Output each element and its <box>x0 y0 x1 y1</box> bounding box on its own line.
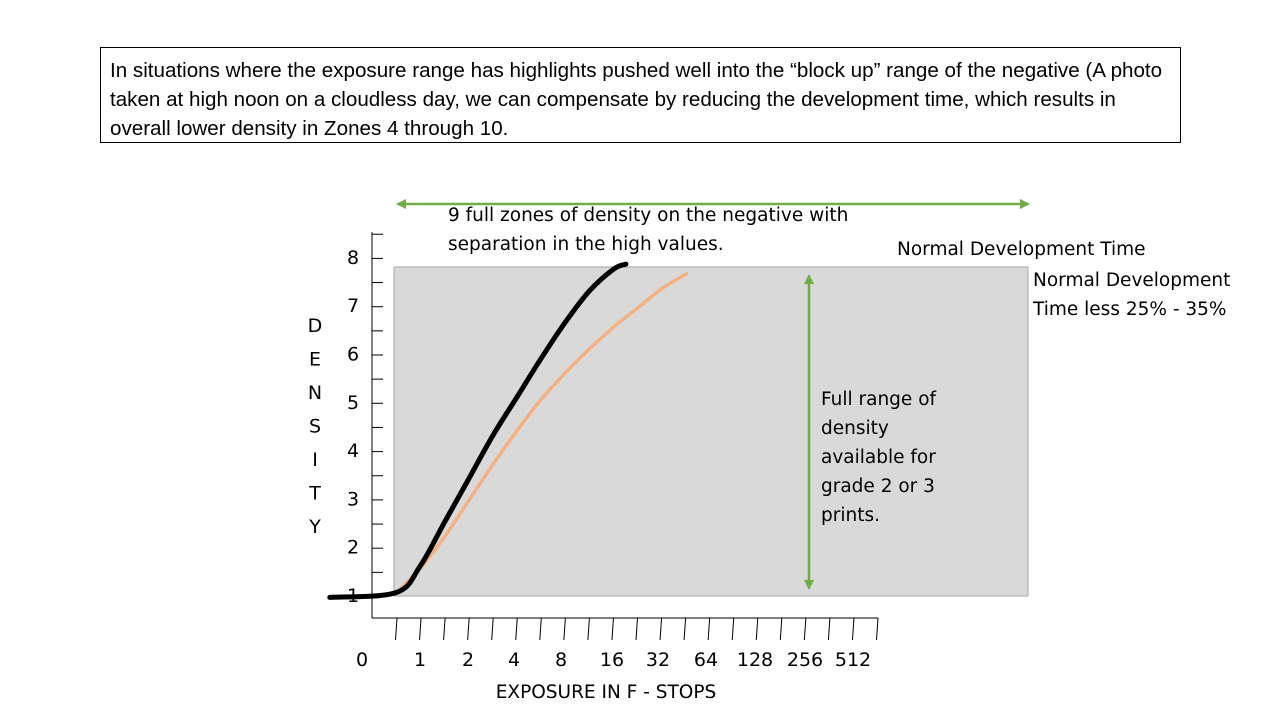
y-axis-title-letter: E <box>309 349 321 371</box>
x-tick-label: 2 <box>462 649 474 671</box>
x-minor-tick <box>755 617 759 641</box>
x-minor-tick <box>467 617 470 641</box>
x-tick-label: 128 <box>737 649 773 671</box>
x-axis-title: EXPOSURE IN F - STOPS <box>496 682 717 703</box>
zones-annotation: separation in the high values. <box>448 234 724 255</box>
density-range-region <box>393 266 1029 597</box>
series-label-reduced: Normal Development <box>1033 270 1230 291</box>
y-axis-title-letter: Y <box>308 516 321 538</box>
x-minor-tick <box>779 617 783 641</box>
x-minor-tick <box>827 617 831 641</box>
y-tick-label: 8 <box>347 247 359 269</box>
y-tick-label: 2 <box>347 537 359 559</box>
y-axis-title-letter: D <box>308 315 323 337</box>
x-tick-label: 256 <box>787 649 823 671</box>
range-annotation: density <box>821 418 889 439</box>
x-tick-label: 4 <box>508 649 520 671</box>
x-minor-tick <box>491 617 494 641</box>
x-tick-label: 512 <box>835 649 871 671</box>
x-minor-tick <box>635 617 638 641</box>
normal-development-curve <box>327 261 629 600</box>
y-tick-label: 7 <box>347 295 359 317</box>
x-tick-label: 0 <box>356 649 368 671</box>
y-axis-title-letter: I <box>312 449 318 471</box>
y-axis-title-letter: S <box>309 416 321 438</box>
x-minor-tick <box>419 617 422 641</box>
x-tick-label: 8 <box>555 649 567 671</box>
labels-layer: Normal Development Time Normal Developmen… <box>396 199 1230 590</box>
reduced-development-curve <box>397 272 689 592</box>
series-label-normal: Normal Development Time <box>897 239 1146 260</box>
x-minor-tick <box>876 617 879 641</box>
x-minor-tick <box>539 617 542 641</box>
y-tick-label: 5 <box>347 392 359 414</box>
y-tick-label: 6 <box>347 344 359 366</box>
zones-annotation: 9 full zones of density on the negative … <box>448 205 848 226</box>
series-layer <box>327 261 689 600</box>
x-minor-tick <box>443 617 446 641</box>
series-label-reduced: Time less 25% - 35% <box>1032 299 1227 320</box>
x-minor-tick <box>659 617 663 641</box>
y-tick-label: 4 <box>347 440 359 462</box>
y-tick-label: 3 <box>347 488 359 510</box>
caption-text: In situations where the exposure range h… <box>110 59 1163 140</box>
x-minor-tick <box>515 617 518 641</box>
y-axis-title-letter: T <box>308 483 321 505</box>
x-minor-tick <box>851 617 855 641</box>
x-minor-tick <box>731 617 735 641</box>
range-annotation: grade 2 or 3 <box>821 476 935 497</box>
range-annotation: prints. <box>821 505 880 526</box>
x-minor-tick <box>611 617 614 641</box>
x-minor-tick <box>587 617 590 641</box>
x-tick-label: 64 <box>694 649 718 671</box>
range-annotation: Full range of <box>821 389 937 410</box>
caption-box: In situations where the exposure range h… <box>100 47 1181 143</box>
x-minor-tick <box>563 617 566 641</box>
x-minor-tick <box>707 617 711 641</box>
x-minor-tick <box>683 617 687 641</box>
x-tick-label: 32 <box>646 649 670 671</box>
x-minor-tick <box>803 617 807 641</box>
x-tick-label: 1 <box>414 649 426 671</box>
x-tick-label: 16 <box>600 649 624 671</box>
range-annotation: available for <box>821 447 936 468</box>
y-axis-title-letter: N <box>308 382 322 404</box>
x-minor-tick <box>395 617 398 641</box>
